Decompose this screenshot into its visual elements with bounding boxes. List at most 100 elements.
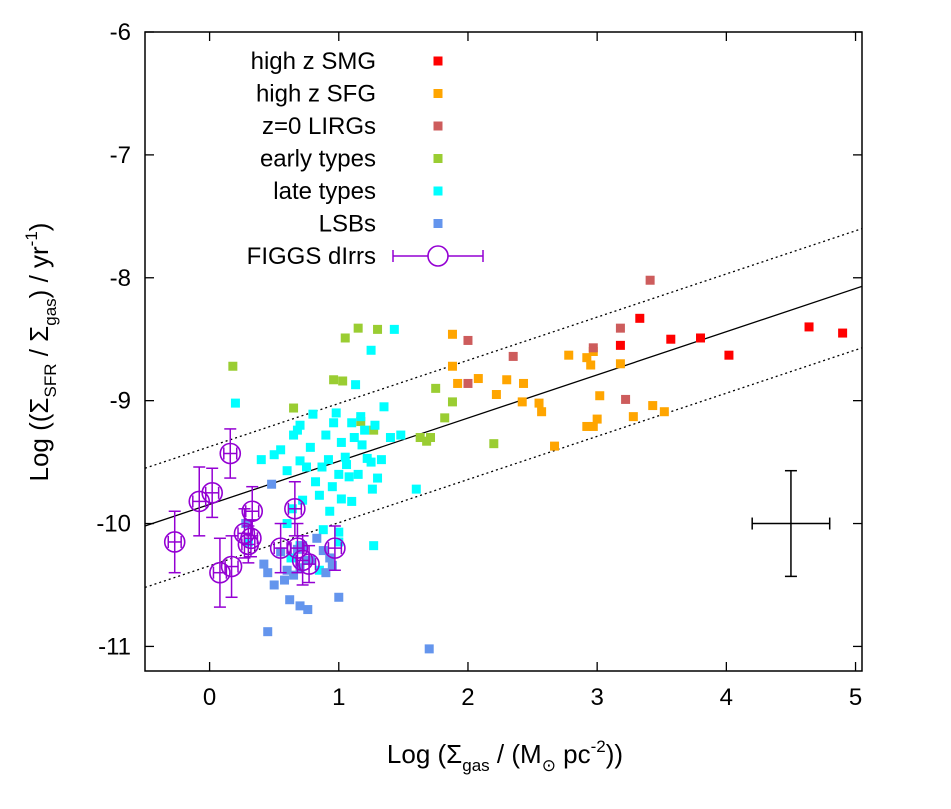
point-z-0-lirgs (463, 378, 473, 388)
point-late-types (349, 433, 359, 443)
legend-label: FIGGS dIrrs (247, 243, 376, 270)
point-lsbs (280, 575, 290, 585)
point-high-z-smg (635, 313, 645, 323)
point-high-z-sfg (491, 390, 501, 400)
point-high-z-smg (838, 328, 848, 338)
point-late-types (356, 412, 366, 422)
y-tick-label: -9 (110, 388, 131, 415)
y-tick-label: -6 (110, 19, 131, 46)
point-late-types (367, 484, 377, 494)
point-late-types (301, 462, 311, 472)
point-lsbs (325, 553, 335, 563)
point-late-types (256, 455, 266, 465)
point-high-z-sfg (582, 353, 592, 363)
point-late-types (331, 408, 341, 418)
point-z-0-lirgs (508, 351, 518, 361)
point-early-types (356, 417, 366, 427)
point-late-types (314, 490, 324, 500)
point-figgs-dirrs (286, 522, 309, 574)
point-late-types (342, 460, 352, 470)
typical-error-cross (751, 469, 831, 578)
point-high-z-sfg (534, 398, 544, 408)
point-late-types (311, 477, 321, 487)
legend-marker (433, 121, 443, 131)
point-late-types (282, 466, 292, 476)
point-high-z-sfg (537, 407, 547, 417)
legend-label: LSBs (319, 211, 376, 238)
x-tick-label: 5 (849, 684, 862, 711)
point-late-types (347, 418, 357, 428)
point-late-types (314, 565, 324, 575)
y-tick-label: -7 (110, 142, 131, 169)
point-late-types (357, 440, 367, 450)
point-early-types (329, 375, 339, 385)
point-figgs-dirrs (209, 537, 231, 608)
point-late-types (366, 457, 376, 467)
point-high-z-sfg (473, 374, 483, 384)
point-lsbs (282, 565, 292, 575)
point-z-0-lirgs (588, 343, 598, 353)
legend-marker (433, 154, 443, 163)
point-early-types (338, 376, 348, 386)
point-late-types (305, 442, 315, 452)
x-tick-label: 4 (720, 684, 733, 711)
legend-label: z=0 LIRGs (262, 113, 376, 140)
point-late-types (344, 472, 354, 482)
point-lsbs (267, 479, 277, 489)
point-late-types (230, 398, 240, 408)
point-late-types (360, 425, 370, 435)
point-high-z-sfg (550, 441, 560, 451)
point-late-types (353, 469, 363, 479)
point-late-types (379, 402, 389, 412)
y-tick-label: -11 (98, 633, 131, 660)
point-high-z-sfg (517, 397, 527, 407)
point-high-z-sfg (447, 361, 457, 371)
x-tick-label: 1 (332, 684, 345, 711)
point-late-types (325, 506, 335, 516)
point-lsbs (263, 568, 273, 578)
y-tick-label: -10 (96, 511, 131, 538)
point-late-types (295, 420, 305, 430)
point-late-types (347, 496, 357, 506)
point-lsbs (303, 605, 313, 615)
point-high-z-sfg (453, 378, 463, 388)
figgs-points (163, 428, 346, 608)
point-lsbs (312, 533, 322, 543)
point-late-types (340, 452, 350, 462)
point-high-z-smg (666, 334, 676, 344)
point-figgs-dirrs (298, 544, 320, 584)
point-lsbs (321, 568, 331, 578)
point-figgs-dirrs (220, 535, 243, 599)
point-high-z-sfg (615, 359, 625, 369)
legend-marker (433, 89, 443, 98)
point-late-types (411, 484, 421, 494)
point-lsbs (318, 546, 328, 556)
point-lsbs (305, 555, 315, 565)
point-late-types (289, 430, 299, 440)
point-late-types (334, 537, 344, 547)
point-figgs-dirrs (241, 485, 264, 537)
legend-label: high z SMG (251, 48, 376, 75)
point-late-types (318, 525, 328, 535)
point-late-types (334, 469, 344, 479)
point-high-z-smg (804, 322, 814, 332)
point-high-z-sfg (659, 407, 669, 417)
point-lsbs (285, 595, 295, 605)
point-early-types (340, 333, 350, 343)
data-points (228, 275, 848, 654)
point-z-0-lirgs (621, 394, 631, 404)
point-figgs-dirrs (163, 510, 186, 574)
point-lsbs (334, 592, 344, 602)
legend-marker (433, 219, 443, 228)
point-late-types (366, 345, 376, 355)
point-late-types (308, 409, 318, 419)
point-late-types (327, 482, 337, 492)
point-early-types (431, 383, 441, 393)
point-early-types (353, 323, 363, 333)
point-early-types (373, 324, 383, 334)
y-axis-title: Log ((ΣSFR / Σgas) / yr-1) (22, 223, 60, 482)
point-late-types (321, 430, 331, 440)
scatter-band-line (145, 227, 862, 469)
point-high-z-sfg (628, 412, 638, 422)
point-early-types (440, 413, 450, 423)
